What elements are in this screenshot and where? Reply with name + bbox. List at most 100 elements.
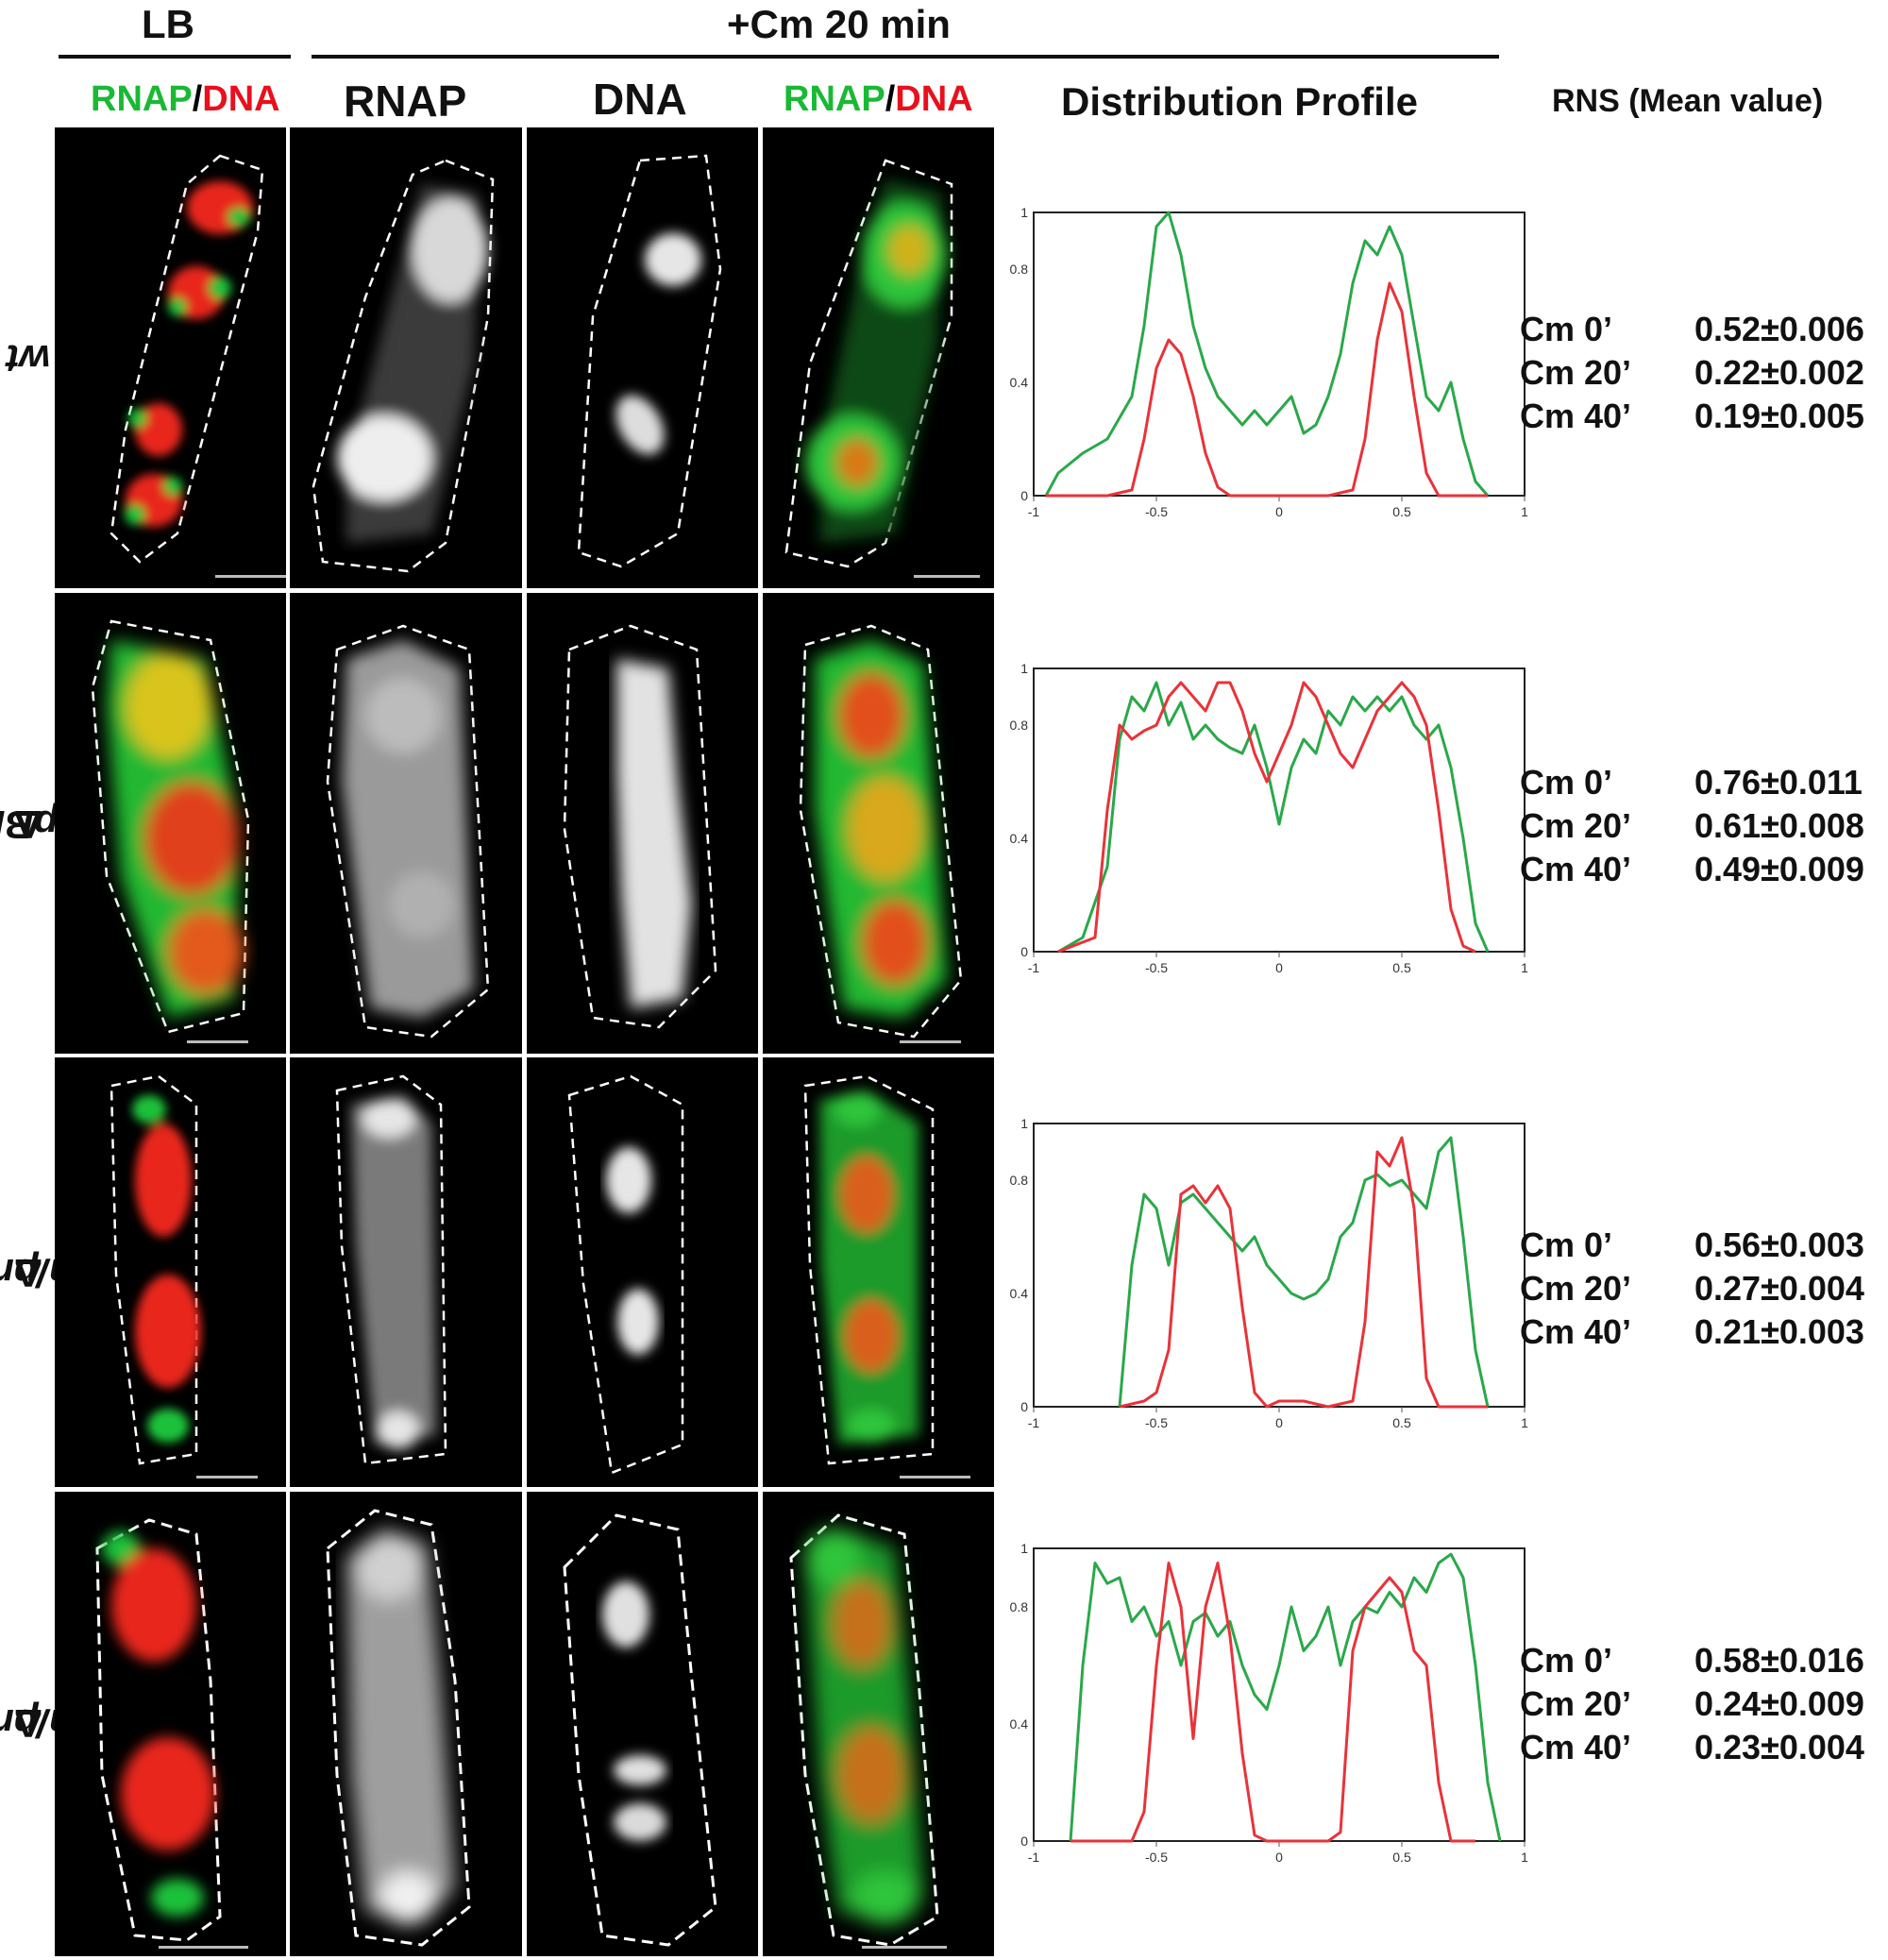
y-tick-label: 1	[1020, 205, 1028, 220]
rns-label: Cm 40’	[1520, 850, 1632, 888]
micrograph-wt-cm-merge	[763, 127, 994, 588]
plot-frame	[1033, 1123, 1526, 1408]
micrograph-d6pbr-cm-rnap	[290, 593, 522, 1054]
row-label-d6rrn-pbr322: Δ6rrn/pBR322	[0, 802, 146, 847]
y-tick-label: 0.4	[1010, 1716, 1029, 1732]
x-tick-label: -1	[1028, 960, 1040, 975]
rns-label: Cm 0’	[1520, 310, 1613, 348]
micrograph-d7prrnb-cm-dna	[527, 1492, 758, 1956]
rns-label: Cm 20’	[1520, 1684, 1632, 1723]
x-tick-label: -1	[1028, 504, 1040, 519]
header-lb-underline	[59, 55, 291, 59]
micrograph-d7prrnb-cm-merge	[763, 1492, 994, 1956]
x-tick-label: 0	[1275, 1415, 1283, 1430]
x-tick-label: -0.5	[1145, 1850, 1168, 1865]
micrograph-d6prrnb-cm-merge	[763, 1057, 994, 1487]
plot-frame	[1033, 211, 1526, 497]
x-tick-label: 1	[1521, 504, 1528, 519]
column-dna: DNA	[593, 75, 687, 124]
profile-series-line	[1057, 681, 1490, 954]
distribution-profile-d7prrnb: -1 -0.5 0 0.5 1 0 0.4 0.8 1	[996, 1539, 1534, 1879]
micrograph-d7prrnb-lb-merge	[55, 1492, 286, 1956]
column-rnap-dna-cm: RNAP/DNA	[784, 79, 973, 120]
column-rnap: RNAP	[344, 76, 467, 126]
rns-label: Cm 40’	[1520, 1312, 1632, 1351]
row-label-wt: wt	[6, 337, 51, 381]
header-lb: LB	[142, 2, 194, 46]
y-tick-label: 1	[1020, 1116, 1028, 1131]
rns-value: 0.21±0.003	[1694, 1312, 1864, 1351]
profile-series-line	[1069, 1552, 1502, 1842]
y-tick-label: 0.4	[1010, 1286, 1029, 1301]
y-tick-label: 0	[1020, 488, 1028, 503]
rns-value: 0.49±0.009	[1694, 850, 1864, 888]
x-tick-label: 0	[1275, 504, 1283, 519]
y-tick-label: 0.4	[1010, 831, 1029, 846]
rnap-caption: RNAP	[91, 79, 193, 119]
distribution-profile-d6pbr: -1 -0.5 0 0.5 1 0 0.4 0.8 1	[996, 659, 1534, 989]
micrograph-d6pbr-cm-merge	[763, 593, 994, 1054]
x-tick-label: -0.5	[1145, 1415, 1168, 1430]
rns-value: 0.27±0.004	[1694, 1269, 1864, 1308]
profile-series-line	[1046, 281, 1488, 498]
x-tick-label: 0.5	[1392, 504, 1411, 519]
separator: /	[885, 79, 896, 119]
y-tick-label: 0	[1020, 944, 1028, 959]
distribution-profile-d6prrnb: -1 -0.5 0 0.5 1 0 0.4 0.8 1	[996, 1114, 1534, 1445]
x-tick-label: 0.5	[1392, 1850, 1411, 1865]
micrograph-d6prrnb-cm-dna	[527, 1057, 758, 1487]
x-tick-label: 0.5	[1392, 960, 1411, 975]
profile-svg: -1 -0.5 0 0.5 1 0 0.4 0.8 1	[1010, 1116, 1529, 1430]
micrograph-wt-lb-merge	[55, 127, 286, 588]
x-tick-label: 0.5	[1392, 1415, 1411, 1430]
x-tick-label: -1	[1028, 1415, 1040, 1430]
x-tick-label: 0	[1275, 960, 1283, 975]
y-tick-label: 0.8	[1010, 262, 1029, 277]
rns-label: Cm 20’	[1520, 353, 1632, 392]
rns-label: Cm 20’	[1520, 806, 1632, 845]
rnap-caption: RNAP	[784, 79, 885, 119]
rns-value: 0.76±0.011	[1694, 763, 1863, 802]
micrograph-d6pbr-lb-merge	[55, 593, 286, 1054]
x-tick-label: -0.5	[1145, 504, 1168, 519]
rns-label: Cm 20’	[1520, 1269, 1632, 1308]
header-cm: +Cm 20 min	[727, 2, 951, 46]
micrograph-d7prrnb-cm-rnap	[290, 1492, 522, 1956]
x-tick-label: -1	[1028, 1850, 1040, 1865]
column-rns-mean: RNS (Mean value)	[1552, 83, 1824, 119]
profile-series-line	[1119, 1136, 1488, 1409]
micrograph-d6prrnb-cm-rnap	[290, 1057, 522, 1487]
y-tick-label: 1	[1020, 1541, 1028, 1556]
x-tick-label: 1	[1521, 1415, 1528, 1430]
micrograph-d6prrnb-lb-merge	[55, 1057, 286, 1487]
x-tick-label: 0	[1275, 1850, 1283, 1865]
y-tick-label: 0.8	[1010, 718, 1029, 733]
rns-label: Cm 0’	[1520, 1225, 1613, 1264]
x-tick-label: 1	[1521, 1850, 1528, 1865]
y-tick-label: 0.8	[1010, 1173, 1029, 1188]
x-tick-label: 1	[1521, 960, 1528, 975]
header-cm-underline	[312, 55, 1499, 59]
rns-value: 0.19±0.005	[1694, 397, 1864, 435]
plot-frame	[1033, 1547, 1526, 1842]
profile-svg: -1 -0.5 0 0.5 1 0 0.4 0.8 1	[1010, 1541, 1529, 1865]
micrograph-wt-cm-rnap	[290, 127, 522, 588]
distribution-profile-wt: -1 -0.5 0 0.5 1 0 0.4 0.8 1	[996, 203, 1534, 533]
x-tick-label: -0.5	[1145, 960, 1168, 975]
row-label-d6rrn-prrnb: Δ6rrn/prrnB	[0, 1250, 126, 1295]
column-rnap-dna-lb: RNAP/DNA	[91, 79, 280, 120]
rns-label: Cm 40’	[1520, 397, 1632, 435]
rns-value: 0.22±0.002	[1694, 353, 1864, 392]
rns-label: Cm 40’	[1520, 1728, 1632, 1766]
rns-label: Cm 0’	[1520, 1641, 1613, 1680]
profile-svg: -1 -0.5 0 0.5 1 0 0.4 0.8 1	[1010, 661, 1529, 975]
dna-caption: DNA	[202, 79, 280, 119]
rns-value: 0.24±0.009	[1694, 1684, 1864, 1723]
row-label-d7rrn-prrnb: Δ7rrn/prrnB	[0, 1701, 126, 1746]
profile-svg: -1 -0.5 0 0.5 1 0 0.4 0.8 1	[1010, 205, 1529, 519]
y-tick-label: 0	[1020, 1399, 1028, 1414]
rns-value: 0.61±0.008	[1694, 806, 1864, 845]
separator: /	[192, 79, 203, 119]
rns-value: 0.56±0.003	[1694, 1225, 1864, 1264]
dna-caption: DNA	[895, 79, 973, 119]
